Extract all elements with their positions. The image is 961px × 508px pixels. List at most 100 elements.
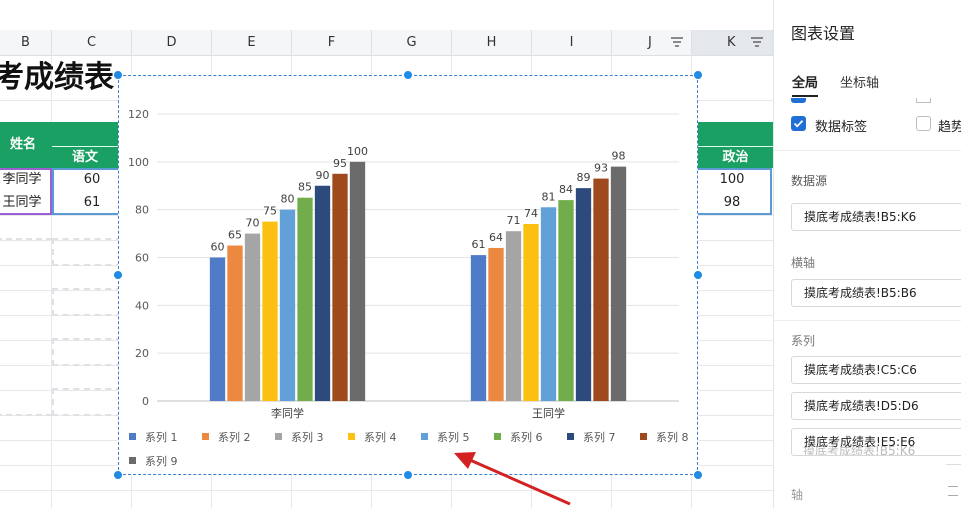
tab-active-indicator <box>792 95 818 97</box>
xaxis-input[interactable]: 摸底考成绩表!B5:B6 <box>791 279 961 307</box>
legend-swatch <box>202 433 209 440</box>
panel-title: 图表设置 <box>791 24 856 43</box>
check-icon <box>793 120 804 128</box>
data-label: 95 <box>333 157 347 170</box>
sheet-title: 考成绩表 <box>0 60 114 95</box>
data-label: 93 <box>594 162 608 175</box>
axis-section-label: 轴 <box>791 488 804 502</box>
bar-chart-svg: 0204060801001206065707580859095100李同学616… <box>128 108 689 468</box>
bar <box>488 247 504 401</box>
legend-swatch <box>348 433 355 440</box>
bar <box>540 207 557 401</box>
y-tick-label: 80 <box>135 204 149 217</box>
resize-handle[interactable] <box>113 270 123 280</box>
checkbox-partial[interactable] <box>791 98 806 103</box>
data-label: 71 <box>507 214 521 227</box>
tab-axis[interactable]: 坐标轴 <box>840 76 880 91</box>
more-icon[interactable] <box>948 486 958 496</box>
checkbox-partial[interactable] <box>916 98 931 103</box>
data-label: 60 <box>211 241 225 254</box>
legend-label: 系列 5 <box>437 430 470 444</box>
series-input[interactable]: 摸底考成绩表!E5:E6 <box>791 428 961 456</box>
resize-handle[interactable] <box>693 470 703 480</box>
resize-handle[interactable] <box>693 270 703 280</box>
column-header-g[interactable]: G <box>372 30 452 55</box>
chart-settings-panel: 图表设置 全局 坐标轴 数据标签 趋势 数据源 摸底考成绩表!B5:K6 横轴 … <box>773 0 961 508</box>
data-label: 85 <box>298 181 312 194</box>
trendline-checkbox[interactable] <box>916 116 931 131</box>
bar <box>332 173 348 401</box>
data-label: 74 <box>524 207 538 220</box>
bar <box>558 200 574 401</box>
xaxis-label: 横轴 <box>791 256 816 270</box>
series-label: 系列 <box>791 334 816 348</box>
series-input[interactable]: 摸底考成绩表!D5:D6 <box>791 392 961 420</box>
column-header-h[interactable]: H <box>452 30 532 55</box>
legend-swatch <box>275 433 282 440</box>
series-input[interactable]: 摸底考成绩表!C5:C6 <box>791 356 961 384</box>
filter-icon[interactable] <box>670 36 684 48</box>
data-label: 75 <box>263 205 277 218</box>
bar <box>209 257 226 401</box>
y-tick-label: 20 <box>135 347 149 360</box>
divider <box>774 320 961 321</box>
grid-line <box>0 490 773 491</box>
legend-label: 系列 2 <box>218 430 251 444</box>
score-cell[interactable]: 98 <box>723 195 741 210</box>
resize-handle[interactable] <box>113 70 123 80</box>
legend-swatch <box>640 433 647 440</box>
legend-swatch <box>567 433 574 440</box>
column-header-i[interactable]: I <box>532 30 612 55</box>
dashed-placeholder <box>52 338 122 366</box>
dashed-placeholder <box>52 388 122 416</box>
column-header-f[interactable]: F <box>292 30 372 55</box>
legend-swatch <box>421 433 428 440</box>
bar <box>244 233 261 401</box>
name-cell[interactable]: 王同学 <box>2 195 42 210</box>
drag-ghost-text: 摸底考成绩表!B5:K6 <box>803 444 916 458</box>
resize-handle[interactable] <box>403 470 413 480</box>
data-label: 61 <box>472 238 486 251</box>
header-chinese: 语文 <box>52 146 118 168</box>
header-group-top <box>52 122 118 146</box>
bar <box>523 224 539 401</box>
bar-chart[interactable]: 0 20 40 60 80 100 120 60 65 70 75 80 85 90 95 100 李同学 61 6… <box>118 75 698 475</box>
bar <box>279 209 296 401</box>
data-label: 65 <box>228 229 242 242</box>
bar <box>575 188 592 401</box>
data-label: 64 <box>489 231 503 244</box>
score-cell[interactable]: 100 <box>719 172 745 187</box>
header-name: 姓名 <box>0 122 52 168</box>
column-header-c[interactable]: C <box>52 30 132 55</box>
column-header-e[interactable]: E <box>212 30 292 55</box>
datasource-input[interactable]: 摸底考成绩表!B5:K6 <box>791 203 961 231</box>
column-header-j[interactable]: J <box>612 30 692 55</box>
name-cell[interactable]: 李同学 <box>2 172 42 187</box>
dashed-placeholder <box>0 238 52 416</box>
trendline-label: 趋势 <box>938 120 961 135</box>
data-labels-checkbox[interactable] <box>791 116 806 131</box>
grid-line <box>51 55 52 508</box>
legend-label: 系列 1 <box>145 430 178 444</box>
bar <box>297 197 313 401</box>
column-header-b[interactable]: B <box>0 30 52 55</box>
resize-handle[interactable] <box>403 70 413 80</box>
resize-handle[interactable] <box>693 70 703 80</box>
name-range-highlight <box>0 168 52 215</box>
red-arrow-annotation <box>454 452 571 506</box>
column-header-d[interactable]: D <box>132 30 212 55</box>
bar <box>227 245 243 401</box>
legend-label: 系列 6 <box>510 430 543 444</box>
filter-icon[interactable] <box>750 36 764 48</box>
data-label: 81 <box>542 190 556 203</box>
bar <box>505 231 522 401</box>
spreadsheet-area: B C D E F G H I J K 考成绩表 姓名 语文 李同学 王同学 6… <box>0 30 773 508</box>
legend-label: 系列 7 <box>583 430 616 444</box>
column-header-row: B C D E F G H I J K <box>0 30 773 56</box>
data-label: 100 <box>347 145 368 158</box>
resize-handle[interactable] <box>113 470 123 480</box>
legend-swatch <box>494 433 501 440</box>
score-cell[interactable]: 60 <box>83 172 101 187</box>
tab-global[interactable]: 全局 <box>792 76 819 91</box>
score-cell[interactable]: 61 <box>83 195 101 210</box>
